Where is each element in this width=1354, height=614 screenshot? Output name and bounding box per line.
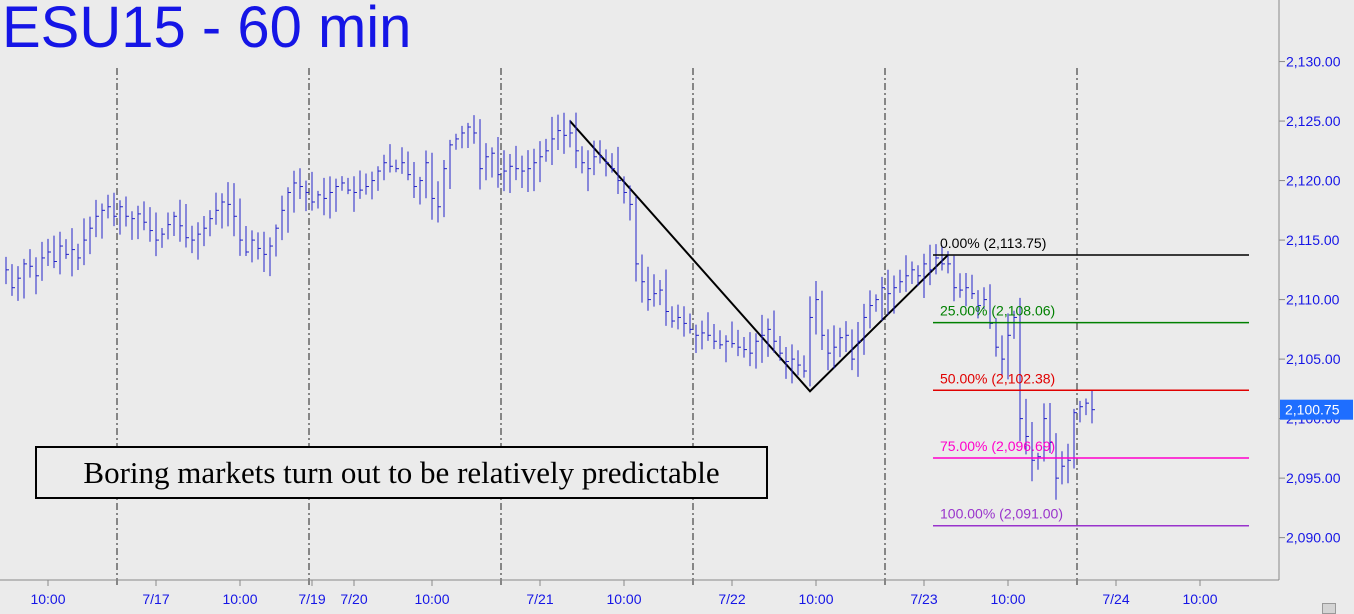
time-axis-tick-label: 7/23 bbox=[910, 591, 937, 607]
time-axis-tick-label: 7/24 bbox=[1102, 591, 1129, 607]
scroll-button[interactable] bbox=[1322, 603, 1336, 614]
price-axis-tick-label: 2,120.00 bbox=[1286, 173, 1341, 189]
time-axis-tick-label: 10:00 bbox=[30, 591, 65, 607]
price-bars bbox=[5, 112, 1095, 500]
fibonacci-levels: 0.00% (2,113.75) 25.00% (2,108.06) 50.00% … bbox=[933, 235, 1249, 527]
time-axis-tick-label: 7/22 bbox=[718, 591, 745, 607]
time-axis-tick-label: 10:00 bbox=[606, 591, 641, 607]
price-axis-tick-label: 2,125.00 bbox=[1286, 113, 1341, 129]
fib-level-label: 100.00% (2,091.00) bbox=[940, 506, 1063, 522]
fib-level-label: 75.00% (2,096.69) bbox=[940, 438, 1055, 454]
fib-level-label: 25.00% (2,108.06) bbox=[940, 303, 1055, 319]
time-axis-tick-label: 10:00 bbox=[1182, 591, 1217, 607]
current-price-marker bbox=[1280, 399, 1353, 420]
price-axis-tick-label: 2,115.00 bbox=[1286, 232, 1340, 248]
time-axis-tick-label: 10:00 bbox=[990, 591, 1025, 607]
chart-title: ESU15 - 60 min bbox=[2, 0, 412, 60]
time-axis: 10:00 7/17 10:00 7/19 7/20 10:00 7/21 10:00 7/22… bbox=[0, 579, 1279, 607]
price-axis-tick-label: 2,095.00 bbox=[1286, 470, 1341, 486]
fib-level-label: 0.00% (2,113.75) bbox=[940, 235, 1046, 251]
time-axis-tick-label: 7/19 bbox=[298, 591, 325, 607]
annotation-box: Boring markets turn out to be relatively… bbox=[35, 446, 768, 499]
time-axis-tick-label: 7/21 bbox=[526, 591, 553, 607]
time-axis-tick-label: 10:00 bbox=[414, 591, 449, 607]
price-axis: 2,090.002,095.002,100.002,105.002,110.00… bbox=[1278, 0, 1353, 580]
time-axis-tick-label: 10:00 bbox=[798, 591, 833, 607]
price-axis-tick-label: 2,130.00 bbox=[1286, 54, 1341, 70]
trendline bbox=[569, 120, 949, 393]
fib-level-label: 50.00% (2,102.38) bbox=[940, 370, 1055, 386]
price-axis-tick-label: 2,090.00 bbox=[1286, 530, 1341, 546]
time-axis-tick-label: 7/20 bbox=[340, 591, 367, 607]
price-axis-tick-label: 2,110.00 bbox=[1286, 292, 1340, 308]
session-separators bbox=[116, 68, 1078, 585]
trendline-group bbox=[569, 120, 949, 393]
current-price-label: 2,100.75 bbox=[1285, 402, 1340, 418]
time-axis-tick-label: 7/17 bbox=[142, 591, 169, 607]
time-axis-tick-label: 10:00 bbox=[222, 591, 257, 607]
price-axis-tick-label: 2,105.00 bbox=[1286, 351, 1341, 367]
